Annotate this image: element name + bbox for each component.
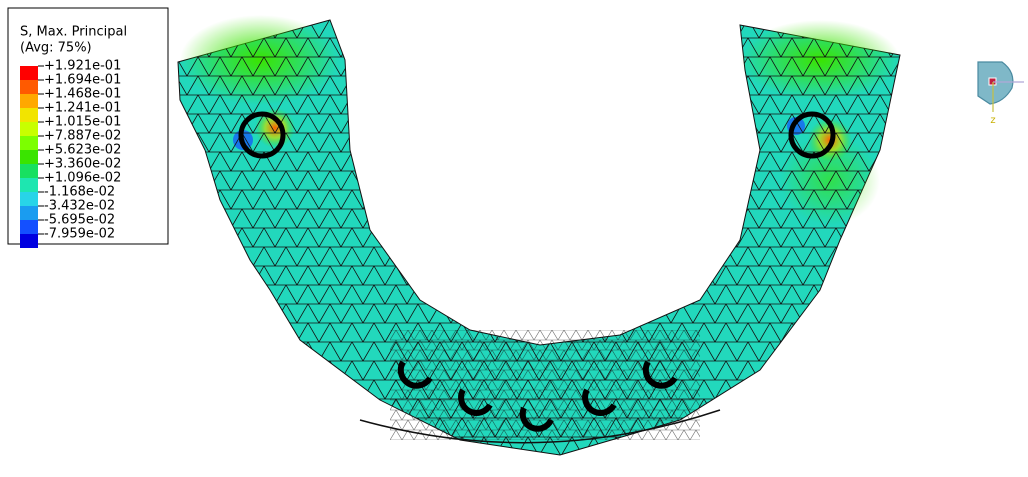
legend-label: +1.241e-01 [44, 101, 121, 116]
legend-label: -7.959e-02 [44, 227, 115, 242]
viewport: S, Max. Principal (Avg: 75%) +1.921e-01+… [0, 0, 1028, 477]
legend-label: +1.015e-01 [44, 115, 121, 130]
legend-label: +3.360e-02 [44, 157, 121, 172]
legend-swatch [20, 136, 38, 150]
legend-swatch [20, 178, 38, 192]
page: S, Max. Principal (Avg: 75%) +1.921e-01+… [0, 0, 1028, 477]
legend-swatch [20, 80, 38, 94]
legend-swatch [20, 66, 38, 80]
triad: z [978, 62, 1024, 126]
legend-swatch [20, 192, 38, 206]
legend-swatch [20, 108, 38, 122]
legend-swatch [20, 206, 38, 220]
legend: S, Max. Principal (Avg: 75%) +1.921e-01+… [8, 8, 168, 248]
legend-swatch [20, 150, 38, 164]
legend-label: +1.096e-02 [44, 171, 121, 186]
model [178, 15, 900, 455]
legend-label: +1.921e-01 [44, 59, 121, 74]
legend-label: -3.432e-02 [44, 199, 115, 214]
legend-swatch [20, 94, 38, 108]
legend-label: +7.887e-02 [44, 129, 121, 144]
legend-swatch [20, 234, 38, 248]
legend-label: -5.695e-02 [44, 213, 115, 228]
legend-label: +1.468e-01 [44, 87, 121, 102]
legend-title: S, Max. Principal [20, 25, 127, 40]
legend-swatch [20, 164, 38, 178]
legend-label: -1.168e-02 [44, 185, 115, 200]
legend-label: +5.623e-02 [44, 143, 121, 158]
legend-swatch [20, 122, 38, 136]
legend-swatch [20, 220, 38, 234]
legend-subtitle: (Avg: 75%) [20, 41, 92, 56]
legend-label: +1.694e-01 [44, 73, 121, 88]
triad-axis-label: z [990, 115, 995, 126]
